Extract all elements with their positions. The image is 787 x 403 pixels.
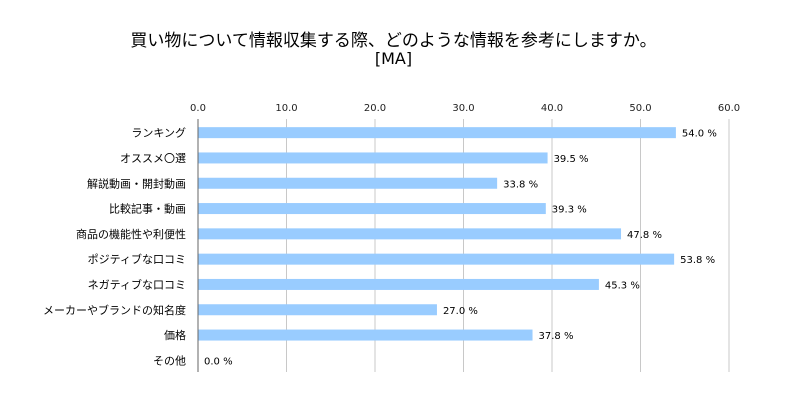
x-tick-label: 10.0 xyxy=(275,103,297,114)
bar xyxy=(198,228,622,240)
category-label: オススメ〇選 xyxy=(120,152,186,165)
bar xyxy=(198,177,498,189)
x-tick-labels: 0.0 10.0 20.0 30.0 40.0 50.0 60.0 xyxy=(190,103,740,114)
bar xyxy=(198,278,599,290)
category-label: 比較記事・動画 xyxy=(109,202,186,216)
data-label: 39.3 % xyxy=(552,205,587,216)
category-label: その他 xyxy=(153,354,186,367)
data-label: 33.8 % xyxy=(503,179,538,190)
chart-subtitle: [MA] xyxy=(374,49,413,68)
category-label: ポジティブな口コミ xyxy=(88,252,186,266)
category-label: ネガティブな口コミ xyxy=(88,277,186,291)
category-label: ランキング xyxy=(131,126,186,140)
x-tick-label: 30.0 xyxy=(452,103,474,114)
x-tick-label: 60.0 xyxy=(718,103,740,114)
data-label: 39.5 % xyxy=(554,154,589,165)
data-label: 53.8 % xyxy=(680,255,715,266)
category-label: 解説動画・開封動画 xyxy=(87,176,186,190)
bar xyxy=(198,127,676,139)
bars xyxy=(198,127,676,341)
data-label: 27.0 % xyxy=(443,306,478,317)
bar xyxy=(198,304,437,316)
category-label: 価格 xyxy=(164,328,186,342)
bar xyxy=(198,329,533,341)
category-labels: ランキングオススメ〇選解説動画・開封動画比較記事・動画商品の機能性や利便性ポジテ… xyxy=(43,126,186,368)
bar xyxy=(198,203,546,215)
data-label: 37.8 % xyxy=(539,331,574,342)
x-tick-label: 40.0 xyxy=(541,103,563,114)
bar xyxy=(198,152,548,164)
data-labels: 54.0 % 39.5 % 33.8 % 39.3 % 47.8 % 53.8 % 45.3… xyxy=(204,129,717,368)
category-label: 商品の機能性や利便性 xyxy=(76,227,186,241)
data-label: 45.3 % xyxy=(605,280,640,291)
x-tick-label: 20.0 xyxy=(364,103,386,114)
category-label: メーカーやブランドの知名度 xyxy=(43,303,186,317)
x-tick-label: 0.0 xyxy=(190,103,206,114)
data-label: 47.8 % xyxy=(627,230,662,241)
data-label: 0.0 % xyxy=(204,356,233,367)
chart-title: 買い物について情報収集する際、どのような情報を参考にしますか。 xyxy=(130,31,657,51)
data-label: 54.0 % xyxy=(682,129,717,140)
bar xyxy=(198,253,675,265)
x-tick-label: 50.0 xyxy=(629,103,651,114)
